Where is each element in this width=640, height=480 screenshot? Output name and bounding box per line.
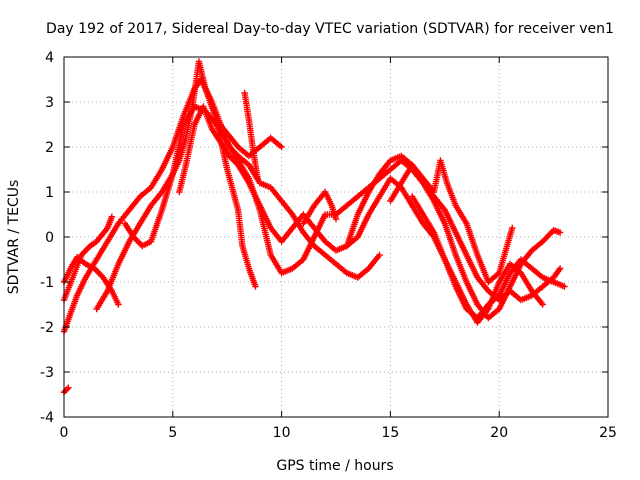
x-tick-label: 15 <box>381 425 399 441</box>
data-point <box>376 251 383 259</box>
y-tick-label: 3 <box>45 95 54 111</box>
chart-title: Day 192 of 2017, Sidereal Day-to-day VTE… <box>46 21 614 37</box>
data-point <box>252 283 259 290</box>
x-tick-label: 5 <box>168 425 177 441</box>
data-point <box>509 224 516 232</box>
y-tick-label: 1 <box>45 185 54 201</box>
data-point <box>108 213 116 220</box>
series-sat-m <box>408 193 568 322</box>
x-tick-label: 25 <box>599 425 617 441</box>
data-point <box>539 301 546 308</box>
y-tick-label: 0 <box>45 230 54 246</box>
data-point <box>65 384 72 391</box>
x-axis-label: GPS time / hours <box>276 458 393 474</box>
data-point <box>254 175 261 182</box>
data-points-layer <box>60 58 568 396</box>
data-point <box>278 143 285 151</box>
x-tick-label: 10 <box>273 425 291 441</box>
y-tick-label: -2 <box>40 320 54 336</box>
y-tick-label: -4 <box>40 410 54 426</box>
y-tick-label: 2 <box>45 140 54 156</box>
y-tick-label: 4 <box>45 50 54 66</box>
y-axis-label: SDTVAR / TECUs <box>6 180 22 295</box>
series-sat-j <box>300 188 340 227</box>
y-tick-label: -3 <box>40 365 54 381</box>
data-point <box>561 283 568 290</box>
x-tick-label: 0 <box>60 425 69 441</box>
x-tick-label: 20 <box>490 425 508 441</box>
series-sat-i <box>241 89 261 182</box>
axis-layer: 0 5 10 15 20 25 -4 -3 -2 -1 0 1 2 3 4 <box>40 50 617 441</box>
data-point <box>115 301 122 308</box>
grid-layer <box>64 57 608 417</box>
y-tick-label: -1 <box>40 275 54 291</box>
series-sat-h <box>213 116 285 160</box>
series-sat-l <box>387 157 516 286</box>
series-sat-e <box>93 58 259 313</box>
data-point <box>556 229 564 236</box>
data-point <box>332 215 340 223</box>
data-point <box>556 265 564 272</box>
